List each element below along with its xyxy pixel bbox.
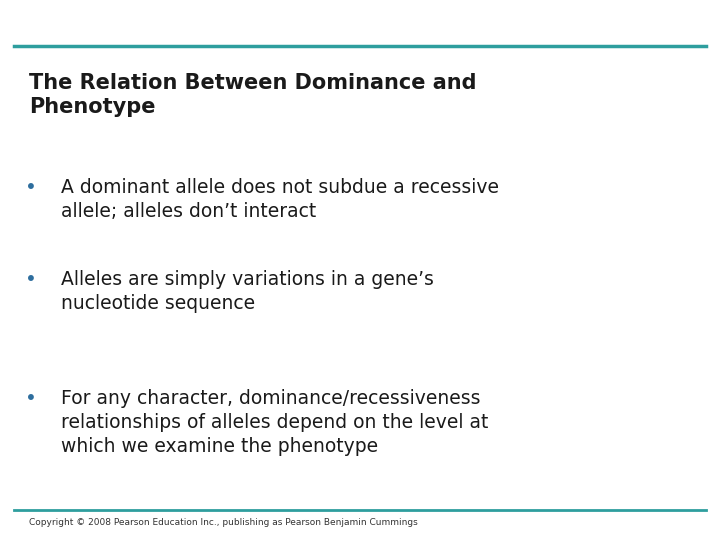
Text: The Relation Between Dominance and
Phenotype: The Relation Between Dominance and Pheno… (29, 73, 477, 117)
Text: For any character, dominance/recessiveness
relationships of alleles depend on th: For any character, dominance/recessivene… (61, 389, 489, 456)
Text: •: • (25, 178, 37, 197)
Text: •: • (25, 389, 37, 408)
Text: Copyright © 2008 Pearson Education Inc., publishing as Pearson Benjamin Cummings: Copyright © 2008 Pearson Education Inc.,… (29, 518, 418, 527)
Text: A dominant allele does not subdue a recessive
allele; alleles don’t interact: A dominant allele does not subdue a rece… (61, 178, 499, 221)
Text: Alleles are simply variations in a gene’s
nucleotide sequence: Alleles are simply variations in a gene’… (61, 270, 434, 313)
Text: •: • (25, 270, 37, 289)
